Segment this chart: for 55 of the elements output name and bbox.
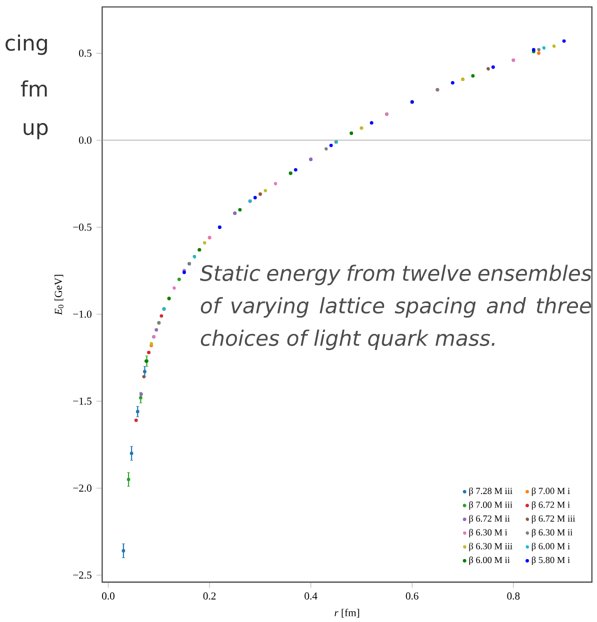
point (160, 314, 164, 318)
y-tick-label: 0.5 (79, 50, 92, 57)
point (491, 65, 495, 69)
legend-label: β 6.30 M i (469, 528, 508, 538)
point (126, 478, 130, 482)
point (329, 144, 333, 148)
y-axis-title: E$_{0}$ [GeV] (54, 274, 64, 316)
text: up (24, 122, 48, 140)
x-tick-label: 0.2 (203, 592, 216, 600)
legend-label: β 5.80 M i (532, 556, 570, 566)
y-tick-label: 0.0 (79, 136, 92, 144)
point (324, 147, 328, 151)
y-tick-label: −1.0 (73, 310, 92, 318)
point (139, 396, 142, 400)
point (294, 168, 298, 172)
point (154, 328, 158, 332)
x-axis-title: r [fm] (334, 608, 360, 618)
y-tick-label: −2.0 (73, 484, 92, 492)
point (122, 549, 126, 552)
point (552, 44, 556, 48)
legend-label: β 7.00 M i (532, 487, 570, 496)
legend-label: β 7.00 M iii (469, 501, 512, 510)
legend-label: β 6.00 M ii (469, 556, 510, 566)
legend-label: β 6.30 M iii (469, 542, 512, 552)
y-tick-label: −2.5 (73, 572, 92, 579)
point (486, 67, 490, 71)
legend-label: β 6.72 M iii (532, 515, 576, 524)
x-tick-label: 0.8 (507, 592, 520, 600)
annotation: Static energy from twelve ensembles of varying lattice spacing and three choices of light quark mass. (200, 264, 592, 350)
text: fm (20, 80, 47, 96)
x-tick-label: 0.0 (102, 592, 115, 600)
point (136, 410, 140, 414)
x-tick-label: 0.4 (304, 592, 318, 600)
point (253, 196, 257, 200)
legend-label: β 6.72 M i (532, 501, 570, 510)
point (130, 452, 134, 456)
legend-label: β 6.00 M i (532, 542, 570, 552)
y-tick-label: −0.5 (73, 224, 92, 231)
legend-label: β 7.28 M iii (469, 487, 512, 496)
point (370, 121, 374, 125)
point (274, 182, 278, 186)
point (143, 370, 147, 374)
legend-label: β 6.30 M ii (532, 528, 573, 538)
point (202, 241, 206, 245)
point (542, 46, 546, 50)
x-tick-label: 0.6 (406, 592, 418, 600)
point (471, 74, 475, 78)
point (537, 48, 541, 52)
point (562, 39, 566, 43)
point (537, 52, 541, 55)
legend-label: β 6.72 M ii (469, 515, 510, 524)
point (172, 286, 176, 290)
text: cing (6, 34, 47, 55)
point (264, 188, 268, 192)
y-tick-label: −1.5 (73, 398, 92, 405)
